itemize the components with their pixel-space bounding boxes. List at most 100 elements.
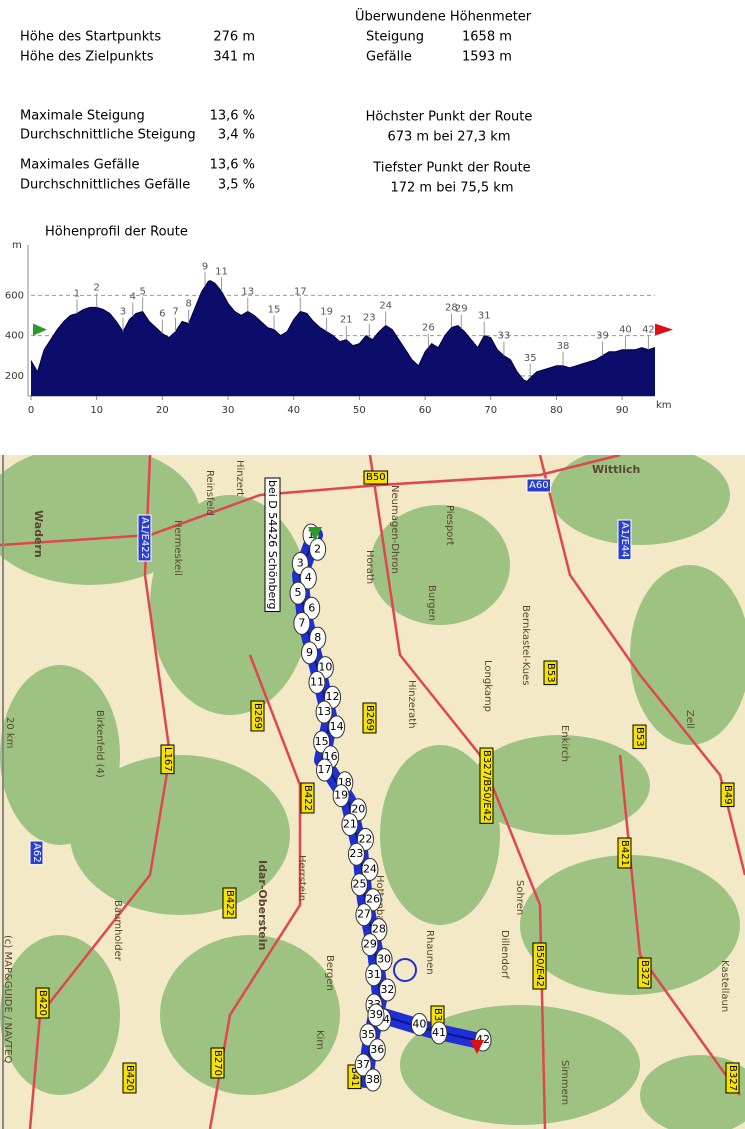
stats-and-profile: Höhe des Startpunkts 276 m Höhe des Ziel… <box>5 8 673 416</box>
waypoint-bubble <box>315 700 333 724</box>
x-unit: km <box>656 400 672 411</box>
waypoint-number: 30 <box>377 953 391 966</box>
road-label: B327 <box>727 1065 738 1091</box>
waypoint-number: 25 <box>352 878 366 891</box>
stat-label: Maximale Steigung <box>20 109 145 124</box>
stat-heading: Überwundene Höhenmeter <box>355 8 532 25</box>
waypoint-bubble <box>308 670 326 694</box>
road-label-box <box>363 470 389 485</box>
poi-marker <box>393 958 417 982</box>
waypoint-label: 17 <box>294 286 307 297</box>
start-flag <box>308 527 322 541</box>
road-label-box <box>300 782 315 814</box>
waypoint-number: 7 <box>298 616 305 629</box>
x-tick-label: 90 <box>616 405 629 416</box>
waypoint-number: 39 <box>369 1008 383 1021</box>
waypoint-label: 24 <box>379 301 392 312</box>
y-tick-label: 600 <box>5 290 24 301</box>
start-label: bei D 54426 Schönberg <box>266 480 279 610</box>
waypoint-bubble <box>309 537 327 561</box>
waypoint-bubble <box>289 581 307 605</box>
waypoint-bubble <box>361 857 379 881</box>
x-tick-label: 50 <box>353 405 366 416</box>
place-label: Piesport <box>444 505 455 546</box>
stat-value: 172 m bei 75,5 km <box>390 181 513 196</box>
waypoint-label: 4 <box>130 291 136 302</box>
waypoint-label: 21 <box>340 315 353 326</box>
waypoint-number: 35 <box>361 1028 375 1041</box>
road-label: B421 <box>619 840 630 866</box>
place-label: Longkamp <box>482 660 493 712</box>
waypoint-bubble <box>303 596 321 620</box>
road-label: B49 <box>722 785 733 805</box>
place-label: Bernkastel-Kues <box>520 605 531 685</box>
elevation-chart: Höhenprofil der Route m km 200 400 600 0 10 2… <box>5 225 673 416</box>
place-label: Baumholder <box>112 900 123 962</box>
waypoint-label: 5 <box>139 286 145 297</box>
stat-value: 13,6 % <box>210 158 255 173</box>
x-tick-label: 10 <box>90 405 103 416</box>
x-tick-label: 60 <box>419 405 432 416</box>
place-label: Horath <box>364 550 375 584</box>
x-tick-label: 70 <box>484 405 497 416</box>
road-label-box <box>479 747 494 824</box>
stat-value: 341 m <box>213 50 255 65</box>
waypoint-number: 32 <box>380 983 394 996</box>
chart-title: Höhenprofil der Route <box>45 225 188 240</box>
end-flag <box>470 1040 484 1054</box>
road-label-box <box>250 700 265 732</box>
road-label-box <box>720 782 735 808</box>
autobahn-label-box <box>617 519 632 561</box>
waypoint-bubble <box>359 1023 377 1047</box>
place-label: Herrstein <box>296 855 307 901</box>
place-label: Hinzert <box>234 460 245 496</box>
road-label: B53 <box>634 727 645 747</box>
place-label: Rhaunen <box>424 930 435 975</box>
waypoint-label: 8 <box>185 299 191 310</box>
waypoint-bubble <box>313 730 331 754</box>
waypoint-number: 8 <box>314 631 321 644</box>
waypoint-number: 28 <box>372 923 386 936</box>
y-tick-label: 400 <box>5 331 24 342</box>
stat-label: Durchschnittliche Steigung <box>20 128 196 143</box>
profile-area <box>31 280 655 396</box>
waypoint-number: 14 <box>330 720 344 733</box>
waypoint-label: 3 <box>120 307 126 318</box>
waypoint-label: 19 <box>320 307 333 318</box>
place-label: Wittlich <box>592 463 640 476</box>
road-label: B270 <box>212 1050 223 1076</box>
road-label: B327/B50/E42 <box>481 750 492 821</box>
x-tick-label: 20 <box>156 405 169 416</box>
copyright: (c) MAP&GUIDE / NAVTEQ <box>2 935 13 1063</box>
waypoint-bubble <box>301 641 319 665</box>
map-labels: Wittlich Wadern bei D 54426 Schönberg Id… <box>2 460 740 1105</box>
route-center <box>379 1014 476 1041</box>
waypoint-number: 10 <box>318 661 332 674</box>
waypoint-number: 3 <box>297 557 304 570</box>
road-label-box <box>617 837 632 869</box>
waypoint-number: 17 <box>318 763 332 776</box>
waypoint-number: 4 <box>305 571 312 584</box>
place-label: Neumagen-Dhron <box>389 485 400 574</box>
road-label: B327 <box>639 960 650 986</box>
end-flag <box>655 323 673 336</box>
waypoint-label: 26 <box>422 323 435 334</box>
waypoint-number: 9 <box>306 646 313 659</box>
waypoint-number: 1 <box>308 528 315 541</box>
road-label-box <box>160 744 175 775</box>
waypoint-number: 27 <box>357 908 371 921</box>
waypoint-label: 42 <box>642 325 655 336</box>
road-label-box <box>122 1062 137 1094</box>
waypoint-bubble <box>364 888 382 912</box>
waypoint-number: 11 <box>310 675 324 688</box>
road-label: B50/E42 <box>534 945 545 987</box>
stat-value: 3,4 % <box>218 128 255 143</box>
start-label-box <box>264 477 281 613</box>
waypoint-bubble <box>355 903 373 927</box>
stat-value: 1593 m <box>462 50 512 65</box>
road-label-box <box>532 942 547 990</box>
place-label: Birkenfeld (4) <box>94 710 105 778</box>
place-label: Hermeskeil <box>172 520 183 576</box>
stat-label: Durchschnittliches Gefälle <box>20 178 190 193</box>
waypoint-number: 15 <box>315 735 329 748</box>
